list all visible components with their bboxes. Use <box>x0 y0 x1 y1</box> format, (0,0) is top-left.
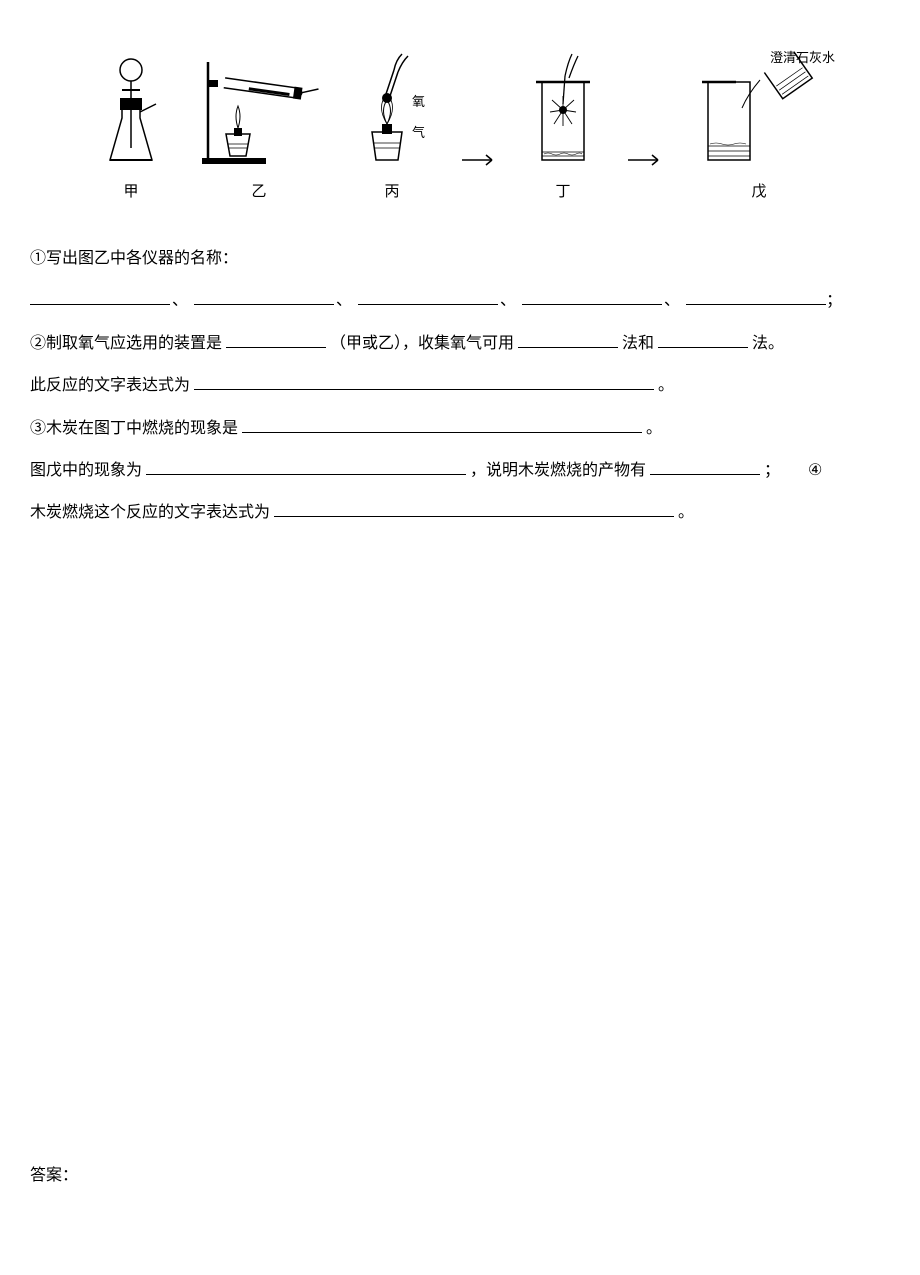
q2-line1: ②制取氧气应选用的装置是 （甲或乙），收集氧气可用 法和 法。 <box>30 325 890 363</box>
q4-marker: ④ <box>808 462 822 479</box>
label-yi: 乙 <box>251 174 266 210</box>
sep: 、 <box>498 292 518 309</box>
apparatus-ding: 丁 <box>528 48 598 210</box>
q3-line2: 图戊中的现象为 ，说明木炭燃烧的产物有 ； ④ <box>30 452 890 490</box>
q1-prefix: ①写出图乙中各仪器的名称： <box>30 250 238 267</box>
q3-text-a: ③木炭在图丁中燃烧的现象是 <box>30 420 238 437</box>
q4-text-b: 。 <box>678 504 694 521</box>
q1-line2: 、 、 、 、 ； <box>30 282 890 320</box>
q2-text-d: 法。 <box>752 335 784 352</box>
q1-blank-5[interactable] <box>686 288 826 306</box>
arrow-1 <box>460 110 500 210</box>
q2-line2-b: 。 <box>658 377 674 394</box>
q2-text-b: （甲或乙），收集氧气可用 <box>330 335 514 352</box>
arrow-icon <box>626 150 666 170</box>
q3-text-b: 。 <box>646 420 662 437</box>
q2-blank-method1[interactable] <box>518 330 618 348</box>
sep: 、 <box>662 292 682 309</box>
sep: 、 <box>170 292 190 309</box>
q2-blank-expr[interactable] <box>194 373 654 391</box>
oxygen-annotation: 氧气 <box>412 86 432 148</box>
q2-blank-method2[interactable] <box>658 330 748 348</box>
label-wu: 戊 <box>751 174 766 210</box>
sep: 、 <box>334 292 354 309</box>
q3-line2-b: ，说明木炭燃烧的产物有 <box>470 462 646 479</box>
q1-blank-3[interactable] <box>358 288 498 306</box>
q3-blank-wu-phenom[interactable] <box>146 457 466 475</box>
q3-blank-phenom[interactable] <box>242 415 642 433</box>
q2-text-a: ②制取氧气应选用的装置是 <box>30 335 222 352</box>
q1-line1: ①写出图乙中各仪器的名称： <box>30 240 890 278</box>
q3-line2-c: ； <box>764 462 780 479</box>
apparatus-jia: 甲 <box>96 48 166 210</box>
q2-text-c: 法和 <box>622 335 654 352</box>
q4-line1: 木炭燃烧这个反应的文字表达式为 。 <box>30 494 890 532</box>
heating-stand-icon <box>194 48 324 168</box>
q3-line1: ③木炭在图丁中燃烧的现象是 。 <box>30 410 890 448</box>
q2-line2-a: 此反应的文字表达式为 <box>30 377 190 394</box>
label-ding: 丁 <box>555 174 570 210</box>
q4-blank-expr[interactable] <box>274 500 674 518</box>
q1-blank-1[interactable] <box>30 288 170 306</box>
apparatus-yi: 乙 <box>194 48 324 210</box>
flask-funnel-icon <box>96 48 166 168</box>
apparatus-diagram-row: 甲 乙 <box>30 60 890 210</box>
label-bing: 丙 <box>384 174 399 210</box>
q1-end: ； <box>826 292 842 309</box>
q4-text-a: 木炭燃烧这个反应的文字表达式为 <box>30 504 270 521</box>
apparatus-bing: 氧气 丙 <box>352 48 432 210</box>
apparatus-wu: 澄清石灰水 戊 <box>694 48 824 210</box>
q1-blank-4[interactable] <box>522 288 662 306</box>
q3-blank-product[interactable] <box>650 457 760 475</box>
arrow-2 <box>626 110 666 210</box>
q2-blank-device[interactable] <box>226 330 326 348</box>
answer-label: 答案： <box>30 1157 78 1195</box>
arrow-icon <box>460 150 500 170</box>
limewater-annotation: 澄清石灰水 <box>770 42 835 73</box>
q3-line2-a: 图戊中的现象为 <box>30 462 142 479</box>
q1-blank-2[interactable] <box>194 288 334 306</box>
gas-jar-combustion-icon <box>528 48 598 168</box>
q2-line2: 此反应的文字表达式为 。 <box>30 367 890 405</box>
label-jia: 甲 <box>123 174 138 210</box>
